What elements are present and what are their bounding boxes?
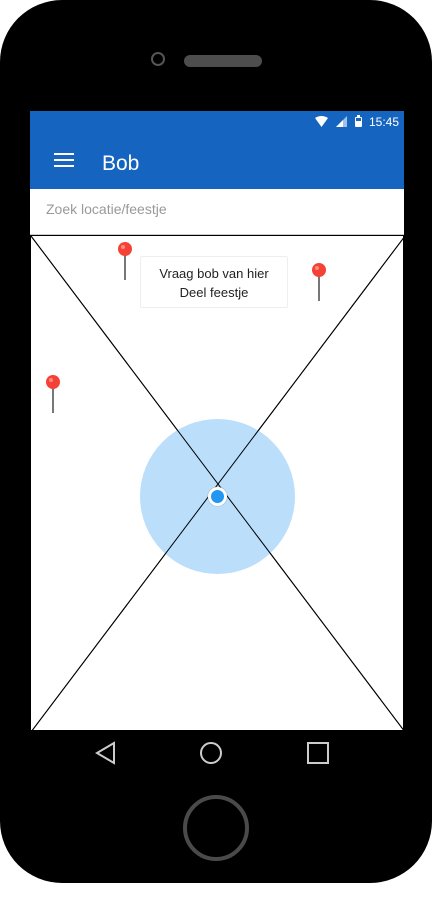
camera-icon <box>151 52 165 66</box>
speaker-grille <box>184 55 262 67</box>
navigation-bar <box>30 731 404 776</box>
battery-icon <box>355 115 362 127</box>
wifi-icon <box>315 115 328 127</box>
share-party-link[interactable]: Deel feestje <box>179 285 249 300</box>
map-pin-icon[interactable] <box>117 242 133 282</box>
map-pin-icon[interactable] <box>45 375 61 415</box>
home-icon[interactable] <box>199 741 223 765</box>
recents-icon[interactable] <box>306 741 330 765</box>
pin-popup: Vraag bob van hier Deel feestje <box>140 256 288 308</box>
app-bar: Bob <box>30 132 404 189</box>
search-bar <box>30 189 404 235</box>
status-bar: 15:45 <box>30 111 404 132</box>
search-input[interactable] <box>44 200 378 218</box>
phone-home-button[interactable] <box>183 795 249 861</box>
signal-icon <box>336 115 347 127</box>
map-pin-icon[interactable] <box>311 263 327 303</box>
map-view[interactable]: Vraag bob van hier Deel feestje <box>30 235 404 731</box>
status-time: 15:45 <box>368 115 399 129</box>
app-title: Bob <box>102 152 140 175</box>
map-placeholder-cross-overlay <box>31 236 403 730</box>
menu-icon[interactable] <box>54 153 74 167</box>
ask-bob-link[interactable]: Vraag bob van hier <box>159 266 269 281</box>
current-location-dot[interactable] <box>208 487 227 506</box>
screen: 15:45 Bob <box>30 111 404 776</box>
back-icon[interactable] <box>94 741 118 765</box>
